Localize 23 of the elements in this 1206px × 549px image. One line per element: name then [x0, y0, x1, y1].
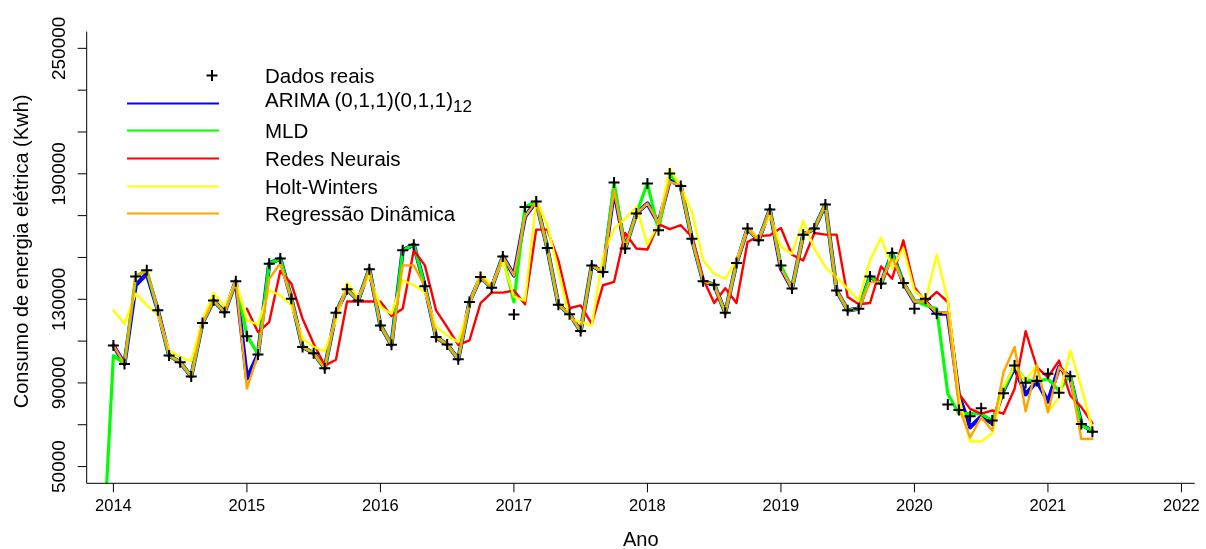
y-tick-label: 250000: [47, 16, 69, 81]
x-tick-label: 2020: [896, 496, 933, 515]
x-tick-label: 2015: [228, 496, 266, 515]
legend-label: Regressão Dinâmica: [265, 201, 456, 228]
legend-label: Holt-Winters: [265, 173, 378, 200]
x-tick-label: 2021: [1029, 496, 1067, 515]
y-tick-label: 190000: [47, 142, 69, 206]
y-axis-title: Consumo de energia elétrica (Kwh): [10, 94, 32, 409]
y-tick-label: 90000: [47, 356, 69, 410]
x-tick-label: 2014: [95, 496, 132, 515]
legend-label: ARIMA (0,1,1)(0,1,1)$_{12}$: [265, 87, 472, 119]
x-tick-label: 2016: [362, 496, 399, 515]
line-series: [245, 223, 1094, 425]
x-tick-label: 2018: [629, 496, 666, 515]
x-tick-label: 2017: [495, 496, 533, 515]
y-tick-label: 50000: [47, 440, 69, 493]
legend-label: MLD: [265, 118, 309, 145]
y-tick-label: 130000: [47, 267, 69, 331]
x-tick-label: 2019: [762, 496, 800, 515]
x-axis-title: Ano: [622, 527, 659, 549]
legend-label: Redes Neurais: [265, 146, 401, 173]
x-tick-label: 2022: [1163, 496, 1200, 515]
legend-label: Dados reais: [265, 63, 375, 90]
